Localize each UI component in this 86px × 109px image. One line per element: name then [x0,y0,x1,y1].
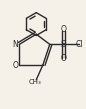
Text: O: O [13,61,18,70]
Text: CH₃: CH₃ [28,79,41,85]
Text: O: O [60,54,66,63]
Text: S: S [61,40,66,49]
Text: N: N [13,40,18,49]
Text: Cl: Cl [76,40,84,49]
Text: O: O [60,26,66,34]
